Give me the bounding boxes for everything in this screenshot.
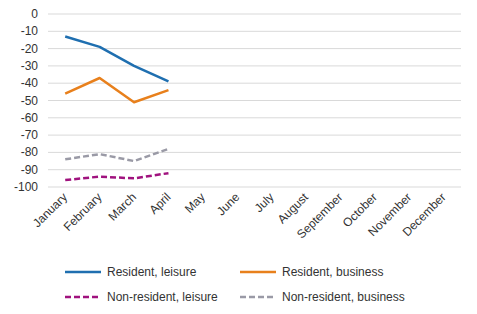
y-tick-label: 0 <box>31 7 38 21</box>
x-tick-label: February <box>61 190 105 234</box>
legend-swatch <box>65 296 101 299</box>
series-line <box>65 173 168 180</box>
chart: -100-90-80-70-60-50-40-30-20-100JanuaryF… <box>0 0 477 314</box>
lines <box>65 36 168 180</box>
legend-label: Resident, leisure <box>107 265 197 279</box>
grid-line <box>48 48 461 49</box>
grid-line <box>48 100 461 101</box>
legend-swatch <box>240 296 276 299</box>
x-tick-label: September <box>294 190 345 241</box>
grid-line <box>48 187 461 188</box>
legend-label: Resident, business <box>282 265 383 279</box>
grid-line <box>48 31 461 32</box>
x-tick-label: March <box>106 190 139 223</box>
y-tick-label: -20 <box>21 42 39 56</box>
legend-label: Non-resident, leisure <box>107 290 218 304</box>
series-line <box>65 36 168 81</box>
legend-label: Non-resident, business <box>282 290 405 304</box>
x-tick-label: July <box>252 190 277 215</box>
y-tick-label: -40 <box>21 76 39 90</box>
grid-line <box>48 169 461 170</box>
series-line <box>65 149 168 161</box>
grid-line <box>48 83 461 84</box>
legend-swatch <box>240 271 276 274</box>
grid <box>48 14 461 187</box>
y-tick-label: -80 <box>21 145 39 159</box>
legend: Resident, leisure Resident, business Non-r… <box>65 265 405 304</box>
grid-line <box>48 14 461 15</box>
legend-swatch <box>65 271 101 274</box>
x-tick-label: April <box>147 190 174 217</box>
y-tick-label: -60 <box>21 111 39 125</box>
y-tick-label: -30 <box>21 59 39 73</box>
grid-line <box>48 117 461 118</box>
y-tick-label: -70 <box>21 128 39 142</box>
x-tick-label: December <box>400 190 449 239</box>
grid-line <box>48 152 461 153</box>
x-tick-label: June <box>214 190 243 219</box>
grid-line <box>48 135 461 136</box>
x-tick-label: May <box>182 190 208 216</box>
series-line <box>65 78 168 102</box>
y-tick-label: -100 <box>14 180 38 194</box>
grid-line <box>48 65 461 66</box>
y-tick-label: -50 <box>21 94 39 108</box>
y-tick-label: -10 <box>21 24 39 38</box>
y-tick-label: -90 <box>21 163 39 177</box>
